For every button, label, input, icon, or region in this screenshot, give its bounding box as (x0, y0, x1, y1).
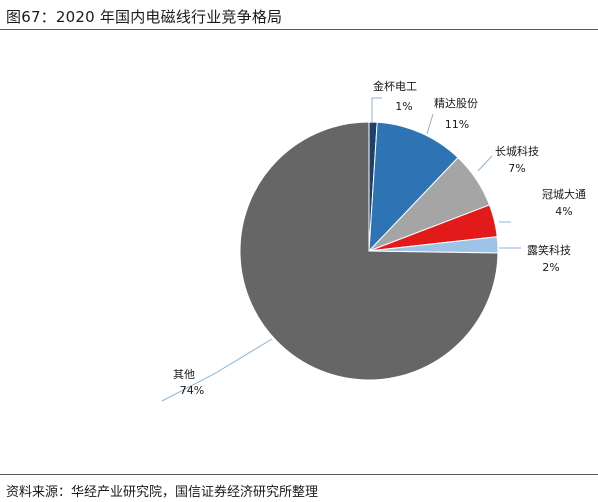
slice-name-label: 金杯电工 (373, 79, 417, 93)
source-note: 资料来源：华经产业研究院，国信证券经济研究所整理 (6, 485, 319, 500)
top-divider (0, 29, 598, 30)
slice-name-label: 冠城大通 (542, 187, 586, 201)
bottom-divider (0, 474, 598, 475)
leader-line (477, 155, 493, 172)
leader-line (371, 97, 382, 122)
pie-chart: 金杯电工 1% 精达股份 11% 长城科技 7% 冠城大通 4% 露笑科技 2% 其他 74% (161, 79, 586, 402)
slice-value-label: 1% (395, 100, 412, 113)
slice-value-label: 74% (180, 384, 204, 397)
slice-value-label: 4% (555, 205, 572, 218)
slice-name-label: 精达股份 (434, 97, 478, 110)
slice-name-label: 其他 (173, 368, 195, 381)
slice-value-label: 7% (508, 162, 525, 175)
figure-title: 图67：2020 年国内电磁线行业竞争格局 (6, 8, 283, 26)
slice-value-label: 11% (445, 118, 469, 131)
slice-name-label: 露笑科技 (527, 243, 571, 257)
leader-line (161, 338, 273, 402)
leader-line (426, 113, 434, 135)
pie-slice (368, 121, 459, 253)
slice-value-label: 2% (542, 261, 559, 274)
pie-slice (239, 121, 499, 381)
slice-name-label: 长城科技 (495, 144, 539, 158)
